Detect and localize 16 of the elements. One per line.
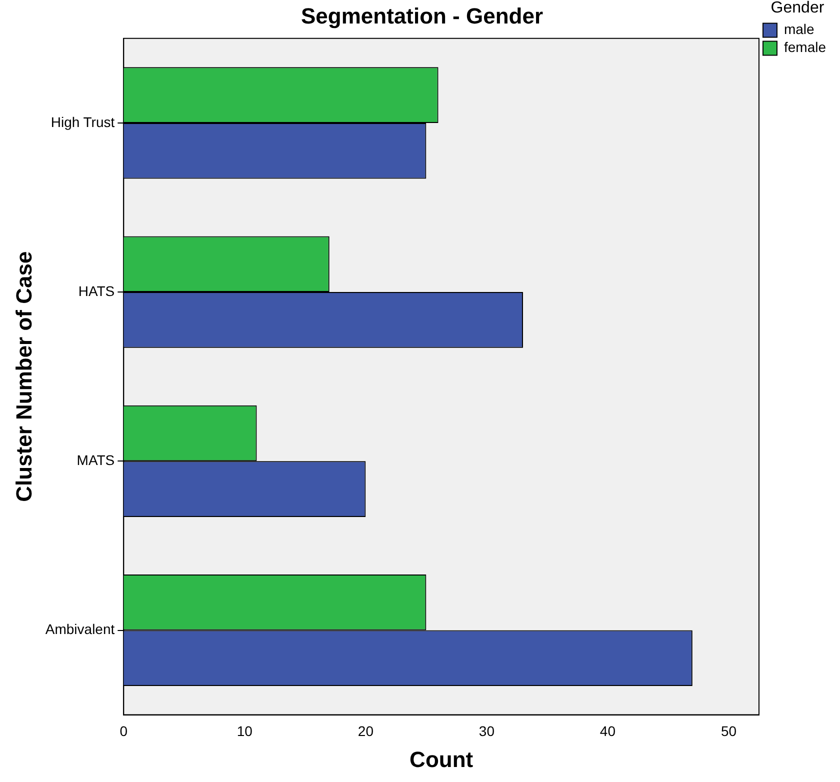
x-axis-title: Count xyxy=(410,746,474,772)
y-axis-title: Cluster Number of Case xyxy=(11,251,36,502)
x-tick-label: 20 xyxy=(358,723,374,740)
legend-label: female xyxy=(784,39,826,56)
x-tick-label: 0 xyxy=(120,723,128,740)
legend-title: Gender xyxy=(770,0,825,16)
legend-label: male xyxy=(784,21,815,38)
chart-title: Segmentation - Gender xyxy=(300,3,544,28)
y-tick-label: HATS xyxy=(78,282,115,299)
x-tick-label: 10 xyxy=(236,723,253,740)
x-tick-label: 40 xyxy=(600,723,616,740)
y-tick-label: High Trust xyxy=(50,114,115,130)
x-tick-label: 30 xyxy=(478,723,495,740)
x-tick-label: 50 xyxy=(720,723,737,740)
y-tick-label: MATS xyxy=(76,452,115,468)
y-tick-label: Ambivalent xyxy=(45,621,115,638)
